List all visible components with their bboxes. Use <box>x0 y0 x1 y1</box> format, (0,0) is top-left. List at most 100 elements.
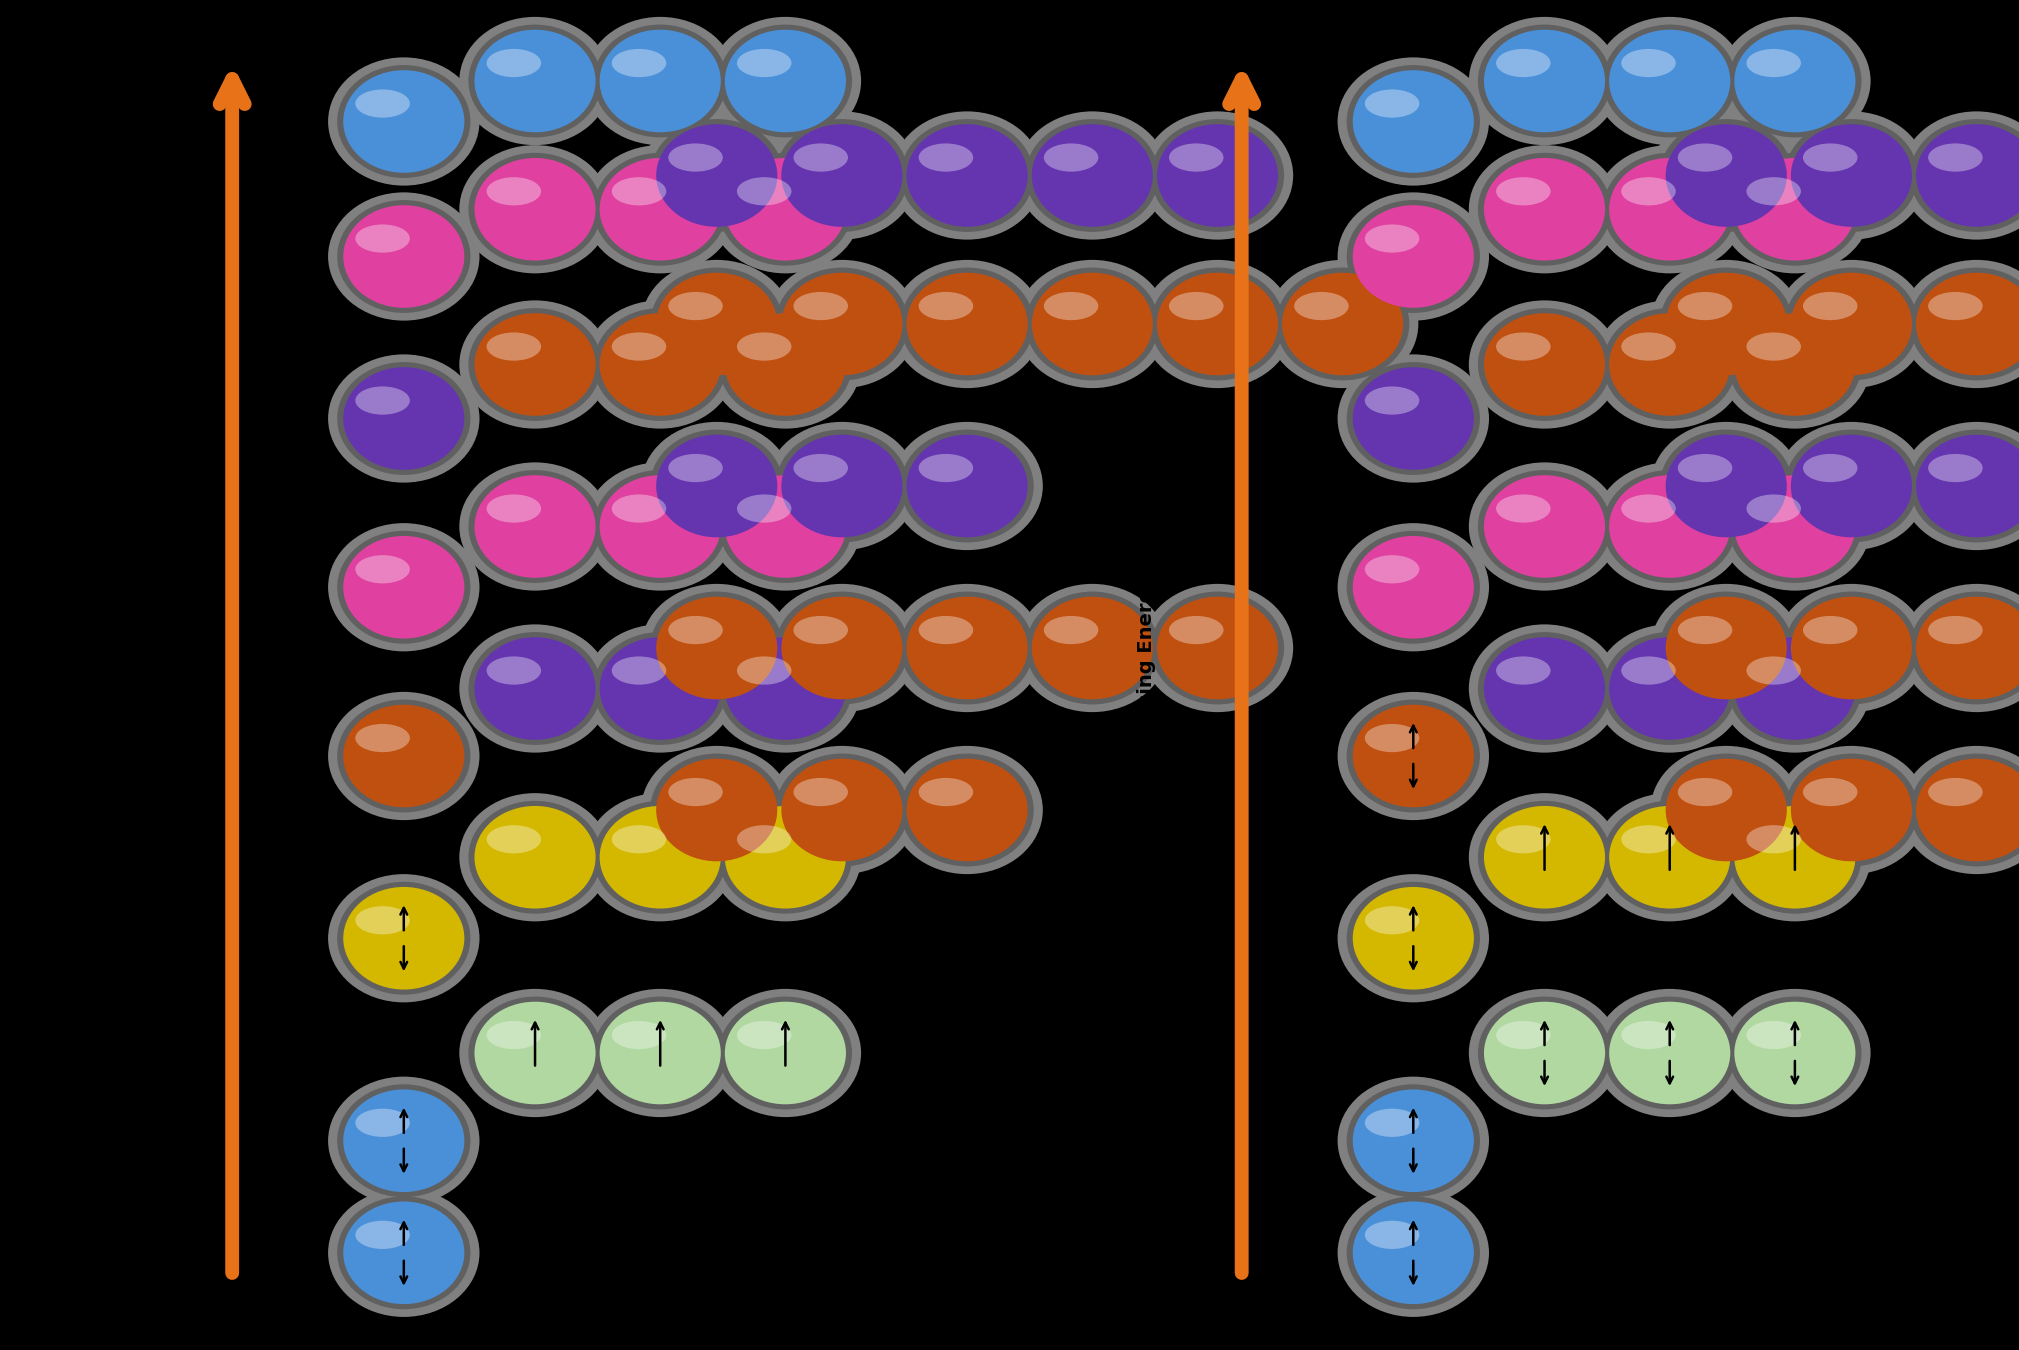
Ellipse shape <box>1470 301 1621 429</box>
Ellipse shape <box>355 555 410 583</box>
Ellipse shape <box>1902 421 2019 551</box>
Ellipse shape <box>725 637 846 740</box>
Ellipse shape <box>1484 313 1605 416</box>
Ellipse shape <box>1496 332 1551 360</box>
Ellipse shape <box>1803 292 1857 320</box>
Ellipse shape <box>1910 267 2019 381</box>
Ellipse shape <box>468 470 602 583</box>
Ellipse shape <box>650 429 783 543</box>
Ellipse shape <box>1910 753 2019 867</box>
Ellipse shape <box>612 825 666 853</box>
Ellipse shape <box>1902 259 2019 389</box>
Ellipse shape <box>1609 30 1730 132</box>
Ellipse shape <box>594 801 727 914</box>
Ellipse shape <box>793 616 848 644</box>
Ellipse shape <box>1470 18 1621 146</box>
Ellipse shape <box>1660 119 1793 232</box>
Ellipse shape <box>1337 875 1490 1002</box>
Ellipse shape <box>337 1196 470 1309</box>
Ellipse shape <box>656 597 777 699</box>
Ellipse shape <box>474 637 596 740</box>
Ellipse shape <box>892 112 1044 240</box>
Ellipse shape <box>1746 825 1801 853</box>
Ellipse shape <box>355 1220 410 1249</box>
Ellipse shape <box>1910 119 2019 232</box>
Ellipse shape <box>586 462 735 591</box>
Ellipse shape <box>775 753 909 867</box>
Ellipse shape <box>329 875 481 1002</box>
Ellipse shape <box>1470 146 1621 273</box>
Ellipse shape <box>474 313 596 416</box>
Ellipse shape <box>329 355 481 483</box>
Ellipse shape <box>474 158 596 261</box>
Ellipse shape <box>1678 778 1732 806</box>
Ellipse shape <box>337 200 470 313</box>
Ellipse shape <box>1032 273 1153 375</box>
Ellipse shape <box>329 58 481 186</box>
Ellipse shape <box>1347 882 1480 995</box>
Ellipse shape <box>1621 49 1676 77</box>
Ellipse shape <box>711 794 862 921</box>
Ellipse shape <box>594 308 727 421</box>
Ellipse shape <box>329 524 481 652</box>
Ellipse shape <box>1609 806 1730 909</box>
Ellipse shape <box>1666 435 1787 537</box>
Ellipse shape <box>1621 494 1676 522</box>
Ellipse shape <box>656 759 777 861</box>
Ellipse shape <box>600 1002 721 1104</box>
Ellipse shape <box>337 65 470 178</box>
Ellipse shape <box>767 421 917 551</box>
Ellipse shape <box>1791 273 1912 375</box>
Ellipse shape <box>668 616 723 644</box>
Ellipse shape <box>919 292 973 320</box>
Ellipse shape <box>650 591 783 705</box>
Ellipse shape <box>460 146 610 273</box>
Ellipse shape <box>719 996 852 1110</box>
Ellipse shape <box>1016 259 1167 389</box>
Ellipse shape <box>919 616 973 644</box>
Ellipse shape <box>719 632 852 745</box>
Ellipse shape <box>594 996 727 1110</box>
Ellipse shape <box>468 308 602 421</box>
Ellipse shape <box>1678 454 1732 482</box>
Ellipse shape <box>1720 301 1872 429</box>
Ellipse shape <box>1660 753 1793 867</box>
Ellipse shape <box>1603 153 1736 266</box>
Ellipse shape <box>1169 143 1224 171</box>
Ellipse shape <box>343 705 464 807</box>
Ellipse shape <box>1621 825 1676 853</box>
Ellipse shape <box>1803 143 1857 171</box>
Ellipse shape <box>612 656 666 684</box>
Ellipse shape <box>1746 494 1801 522</box>
Ellipse shape <box>586 624 735 753</box>
Ellipse shape <box>1678 143 1732 171</box>
Ellipse shape <box>1143 112 1294 240</box>
Text: Increasing Energy: Increasing Energy <box>127 576 147 774</box>
Ellipse shape <box>1470 988 1621 1118</box>
Ellipse shape <box>1609 637 1730 740</box>
Ellipse shape <box>600 158 721 261</box>
Ellipse shape <box>343 367 464 470</box>
Ellipse shape <box>1603 24 1736 138</box>
Ellipse shape <box>1785 267 1918 381</box>
Ellipse shape <box>1032 597 1153 699</box>
Ellipse shape <box>642 421 791 551</box>
Ellipse shape <box>1595 988 1744 1118</box>
Ellipse shape <box>329 1077 481 1204</box>
Ellipse shape <box>1652 421 1803 551</box>
Ellipse shape <box>355 906 410 934</box>
Ellipse shape <box>1785 429 1918 543</box>
Ellipse shape <box>793 454 848 482</box>
Ellipse shape <box>1746 656 1801 684</box>
Ellipse shape <box>1337 355 1490 483</box>
Ellipse shape <box>1478 470 1611 583</box>
Ellipse shape <box>775 119 909 232</box>
Ellipse shape <box>487 494 541 522</box>
Ellipse shape <box>1496 1021 1551 1049</box>
Ellipse shape <box>711 146 862 273</box>
Ellipse shape <box>1478 996 1611 1110</box>
Ellipse shape <box>1353 367 1474 470</box>
Ellipse shape <box>725 806 846 909</box>
Ellipse shape <box>1603 632 1736 745</box>
Ellipse shape <box>1785 753 1918 867</box>
